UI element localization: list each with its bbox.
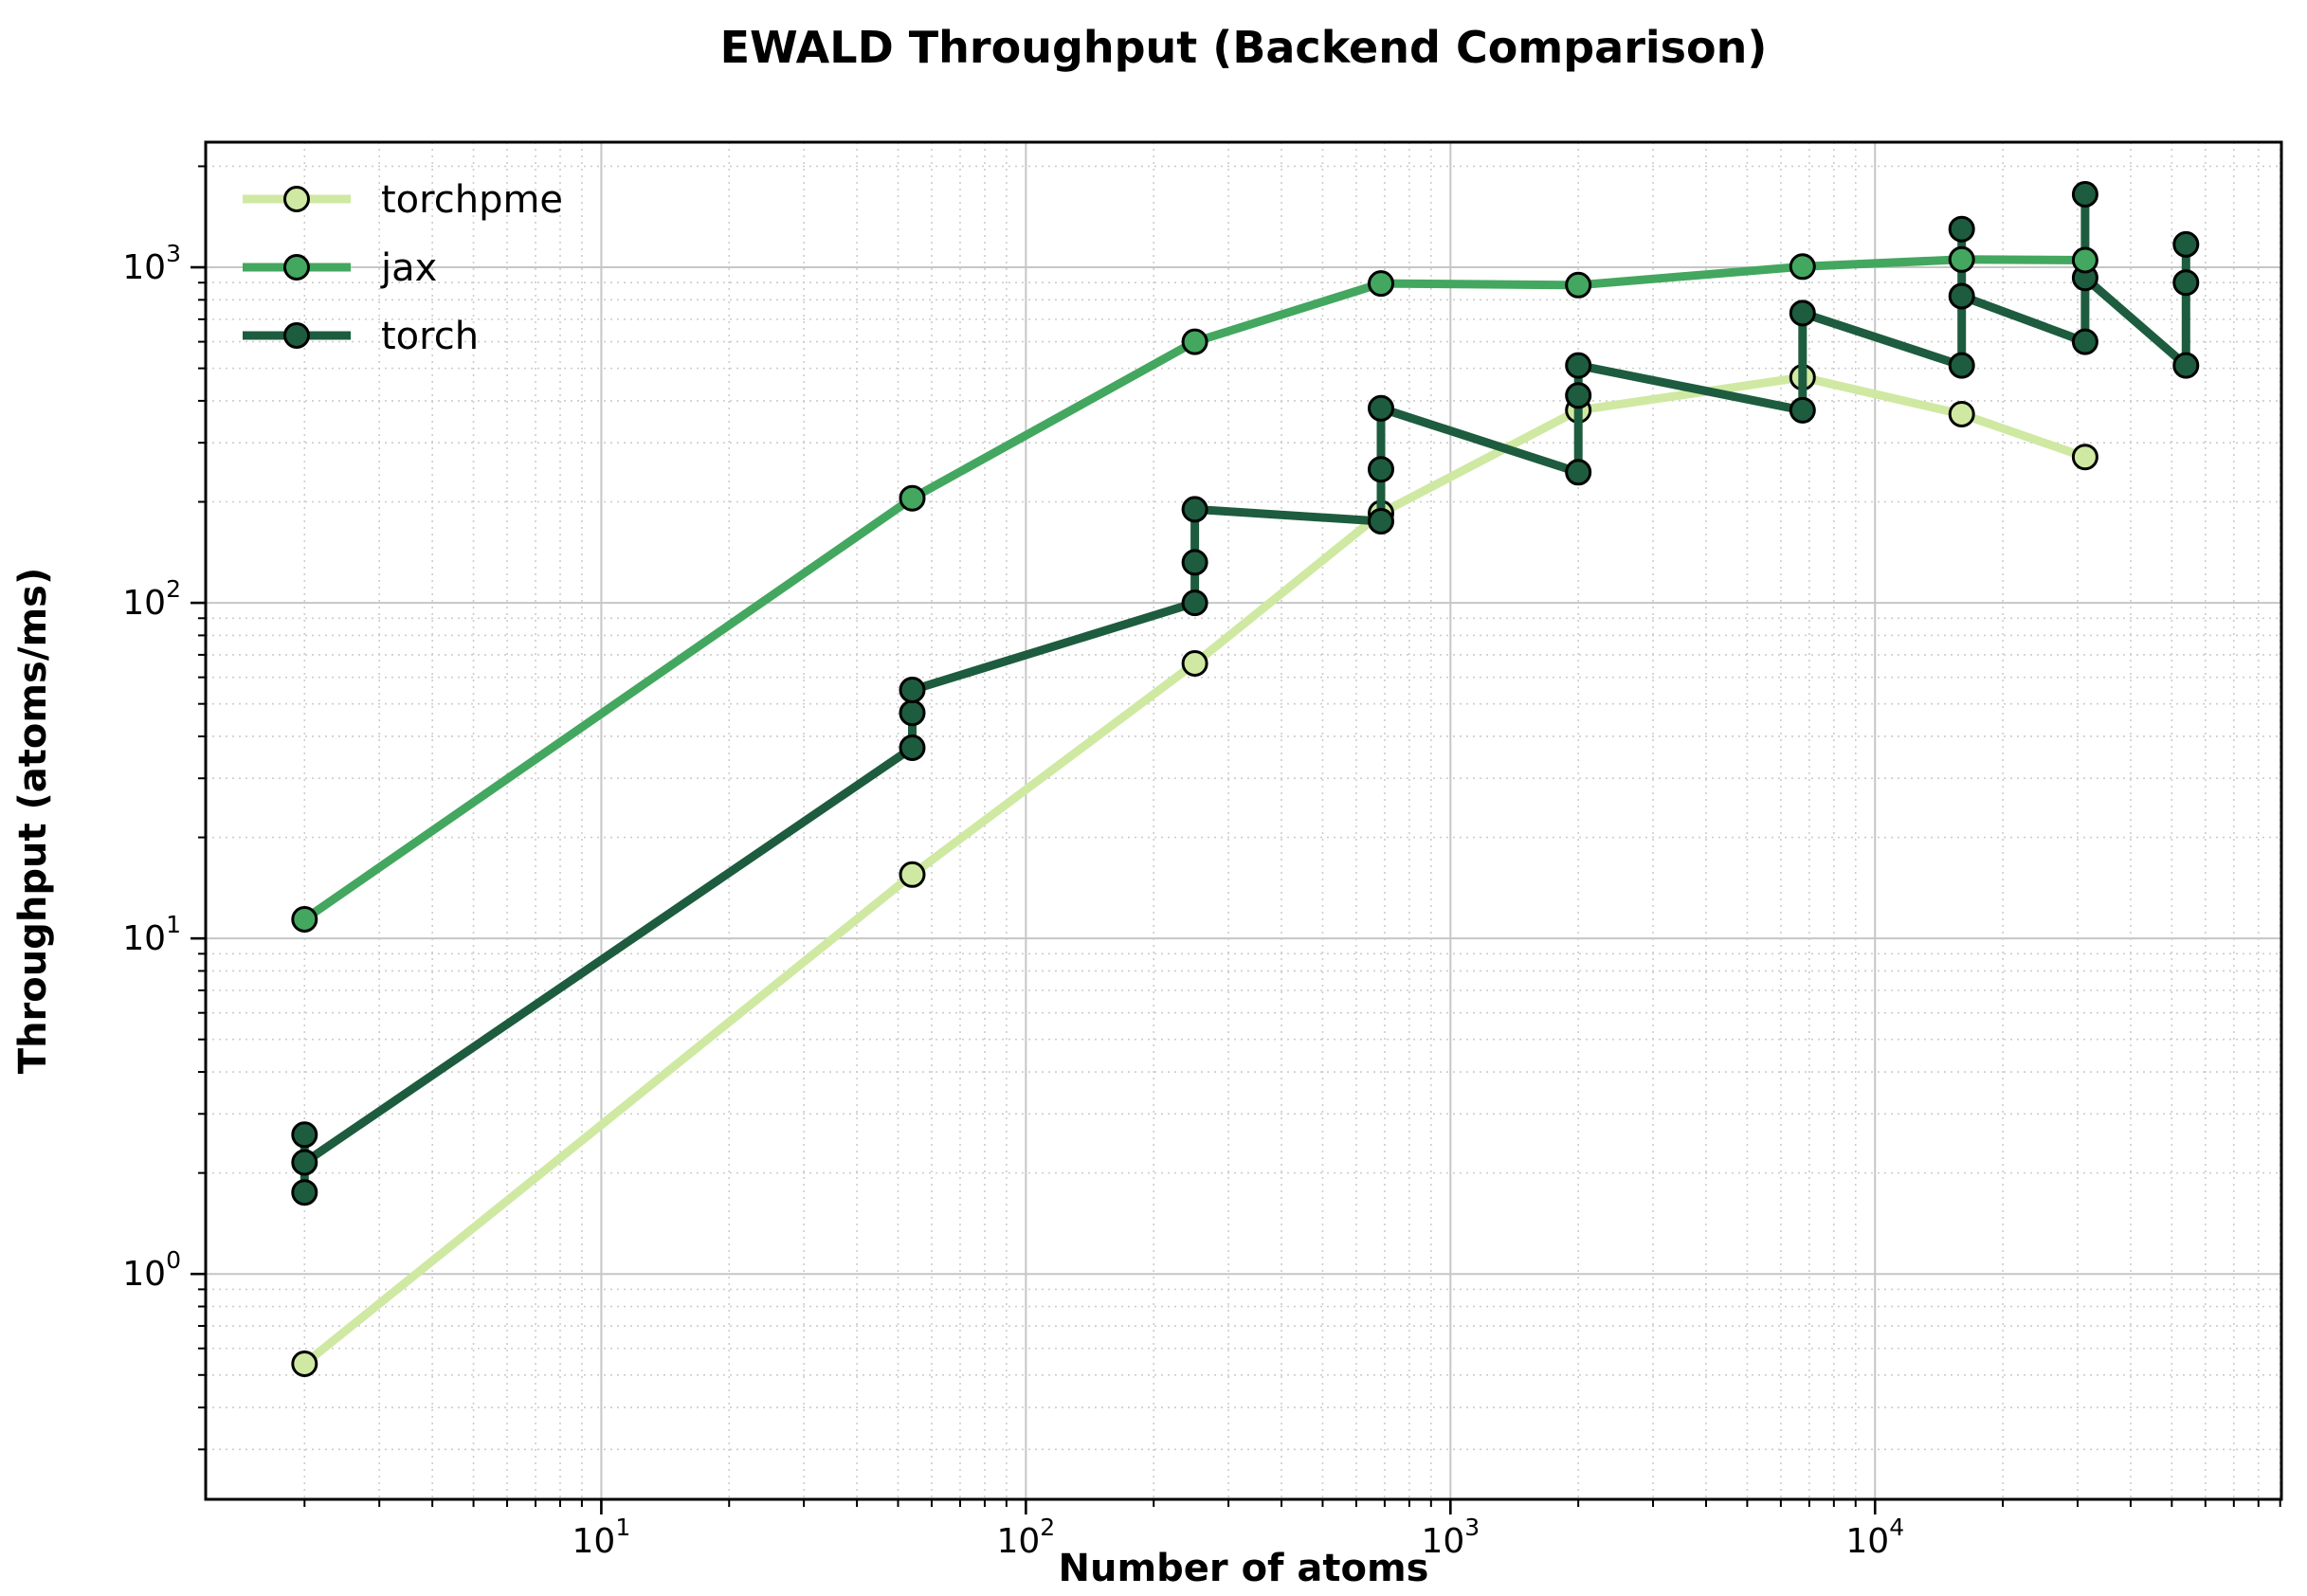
legend-marker-jax xyxy=(283,254,310,281)
series-torch-marker xyxy=(1948,352,1975,379)
series-jax-marker xyxy=(899,484,926,512)
series-torch-marker xyxy=(1368,508,1394,535)
series-torch-marker xyxy=(2172,352,2200,379)
series-torchpme-marker xyxy=(2071,444,2098,471)
y-tick-label: 102 xyxy=(122,575,181,623)
series-jax-marker xyxy=(1181,328,1208,355)
series-torch-line xyxy=(300,190,2190,1197)
y-tick-label: 100 xyxy=(122,1246,181,1294)
y-tick-label: 101 xyxy=(122,911,181,958)
series-torch-marker xyxy=(1789,396,1816,424)
x-tick-label: 103 xyxy=(1421,1514,1480,1561)
series-torchpme-line xyxy=(300,372,2090,1369)
series-torch-marker xyxy=(1789,299,1816,327)
series-torch-marker xyxy=(291,1121,318,1149)
legend-label-torch: torch xyxy=(381,315,479,358)
series-jax xyxy=(291,245,2098,933)
series-torchpme-marker xyxy=(899,861,926,888)
series-torch-marker xyxy=(899,699,926,727)
legend-item-jax: jax xyxy=(243,246,437,290)
legend-marker-torchpme xyxy=(283,186,310,212)
series-jax-marker xyxy=(1789,253,1816,281)
series-torch-marker xyxy=(1948,282,1975,310)
x-axis-label: Number of atoms xyxy=(1059,1547,1429,1590)
y-axis-label: Throughput (atoms/ms) xyxy=(11,568,55,1074)
series-torchpme xyxy=(291,364,2098,1377)
legend-item-torch: torch xyxy=(243,315,479,358)
legend-item-torchpme: torchpme xyxy=(243,178,563,222)
series-torchpme-marker xyxy=(291,1351,318,1377)
x-tick-label: 102 xyxy=(996,1514,1055,1561)
series-torch-marker xyxy=(2071,328,2098,355)
series-torch-marker xyxy=(1565,459,1592,486)
grid-layer xyxy=(206,142,2281,1499)
y-tick-label: 103 xyxy=(122,240,181,287)
series-torchpme-marker xyxy=(1181,650,1208,677)
series-layer xyxy=(291,181,2200,1377)
legend-label-jax: jax xyxy=(380,246,437,290)
series-torch-marker xyxy=(1181,549,1208,576)
series-torch-marker xyxy=(2071,181,2098,208)
series-jax-marker xyxy=(1565,271,1592,299)
series-torch-marker xyxy=(1181,589,1208,617)
legend-label-torchpme: torchpme xyxy=(381,178,563,222)
x-tick-label: 104 xyxy=(1845,1514,1904,1561)
series-torch-marker xyxy=(291,1179,318,1206)
series-torchpme-marker xyxy=(1948,401,1975,427)
series-torch-marker xyxy=(899,735,926,761)
series-jax-marker xyxy=(291,906,318,933)
chart-title: EWALD Throughput (Backend Comparison) xyxy=(720,22,1768,73)
series-torch-marker xyxy=(899,677,926,703)
series-torch-marker xyxy=(1565,382,1592,409)
legend: torchpme jax torch xyxy=(243,178,563,358)
series-torch-marker xyxy=(1181,496,1208,523)
plot-frame xyxy=(204,140,2283,1501)
series-torch-marker xyxy=(2172,230,2200,258)
series-torch-marker xyxy=(291,1149,318,1176)
series-torch xyxy=(291,181,2200,1206)
series-torch-marker xyxy=(1368,394,1394,422)
series-torch-marker xyxy=(1368,456,1394,483)
series-jax-marker xyxy=(1948,245,1975,273)
series-jax-marker xyxy=(2071,246,2098,274)
series-jax-marker xyxy=(1368,270,1394,298)
series-torch-marker xyxy=(1948,215,1975,243)
series-jax-line xyxy=(300,255,2090,924)
series-torch-marker xyxy=(1565,352,1592,379)
legend-marker-torch xyxy=(283,322,310,349)
series-torch-marker xyxy=(2172,269,2200,297)
x-tick-label: 101 xyxy=(572,1514,631,1561)
